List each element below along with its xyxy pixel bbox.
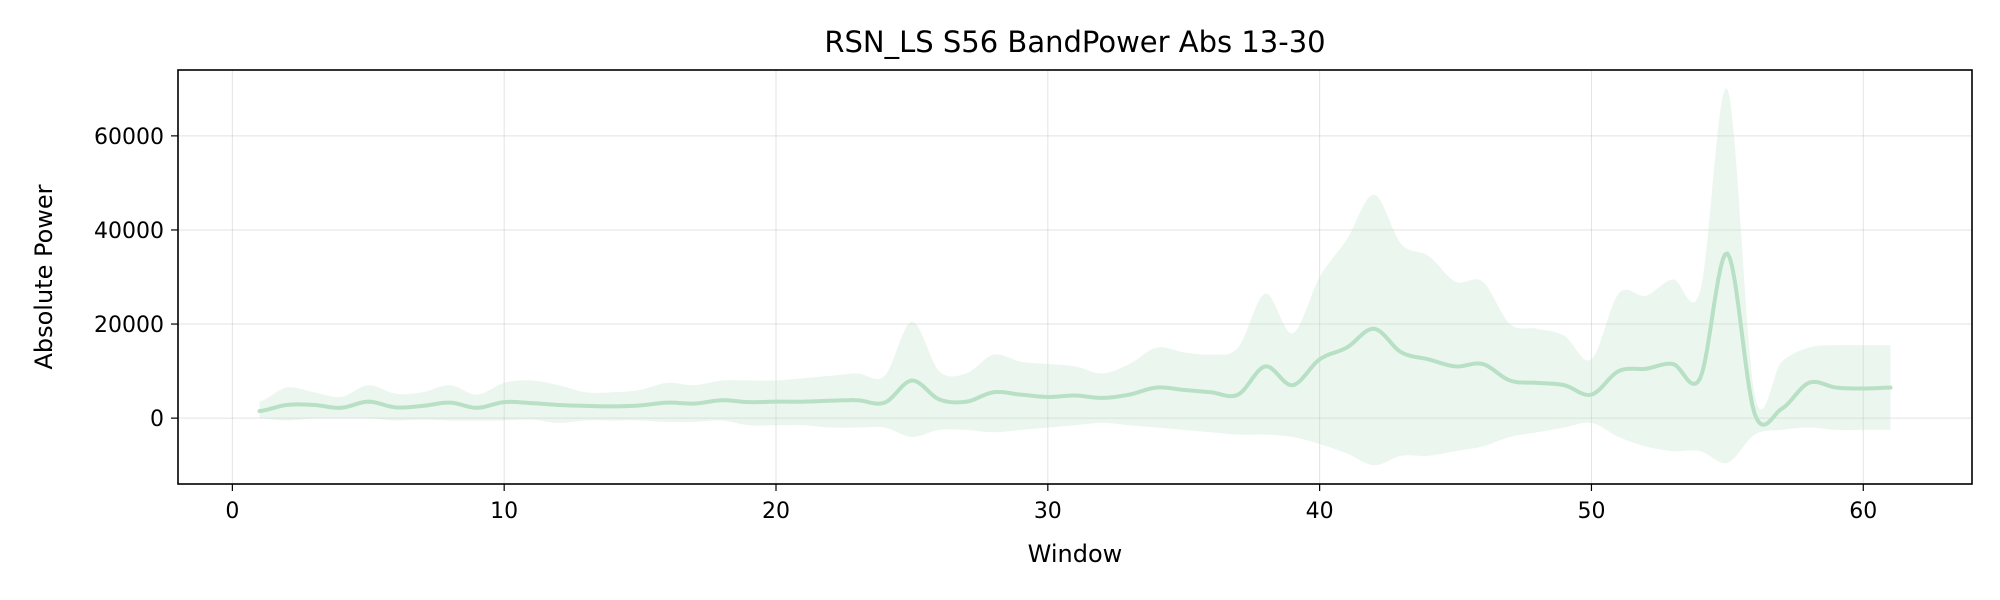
x-tick-label: 30 bbox=[1034, 499, 1062, 524]
x-tick-label: 20 bbox=[762, 499, 790, 524]
y-tick-label: 20000 bbox=[94, 313, 164, 338]
x-tick-label: 0 bbox=[225, 499, 239, 524]
x-tick-label: 60 bbox=[1849, 499, 1877, 524]
x-tick-label: 50 bbox=[1577, 499, 1605, 524]
axis-ticks: 0 10 20 30 40 50 60 0 20000 40000 60000 bbox=[94, 125, 1877, 524]
std-band bbox=[259, 88, 1891, 466]
grid bbox=[178, 70, 1972, 484]
x-tick-label: 10 bbox=[490, 499, 518, 524]
plot-data bbox=[257, 88, 1893, 466]
chart-title: RSN_LS S56 BandPower Abs 13-30 bbox=[824, 25, 1325, 59]
y-tick-label: 0 bbox=[150, 407, 164, 432]
x-tick-label: 40 bbox=[1306, 499, 1334, 524]
plot-frame bbox=[177, 69, 1973, 485]
x-axis-label: Window bbox=[1028, 540, 1123, 568]
y-axis-label: Absolute Power bbox=[30, 184, 58, 369]
y-tick-label: 40000 bbox=[94, 219, 164, 244]
y-tick-label: 60000 bbox=[94, 125, 164, 150]
mean-line bbox=[257, 251, 1893, 427]
